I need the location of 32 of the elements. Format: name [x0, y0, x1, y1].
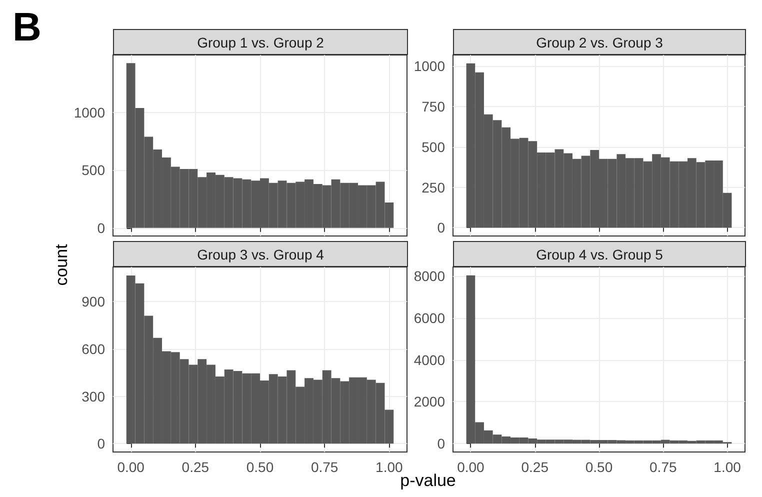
x-tick-label: 0.50 — [585, 459, 613, 475]
y-tick-label: 600 — [82, 340, 106, 357]
y-tick-label: 500 — [82, 162, 106, 178]
y-tick-label: 250 — [422, 179, 446, 196]
x-tick-label: 0.25 — [521, 459, 549, 475]
chart-title: Group 2 vs. Group 3 — [536, 34, 664, 50]
y-tick-label: 750 — [422, 98, 446, 114]
y-tick-label: 0 — [437, 220, 446, 236]
y-tick-label: 2000 — [414, 394, 446, 410]
x-tick-label: 0.50 — [246, 459, 274, 475]
y-tick-label: 0 — [97, 436, 106, 452]
y-tick-label: 500 — [422, 138, 446, 155]
x-tick-label: 0.75 — [310, 459, 338, 475]
y-tick-label: 1000 — [414, 58, 446, 74]
text: B — [12, 6, 42, 50]
x-tick-label: 0.75 — [650, 459, 677, 475]
y-axis-title: count — [52, 244, 72, 286]
y-tick-label: 8000 — [414, 268, 446, 284]
x-tick-label: 0.25 — [182, 459, 210, 475]
chart-title: Group 1 vs. Group 2 — [197, 34, 324, 50]
y-tick-label: 1000 — [74, 104, 106, 121]
y-tick-label: 6000 — [414, 310, 446, 326]
x-tick-label: 0.00 — [457, 459, 485, 475]
chart-title: Group 3 vs. Group 4 — [197, 246, 324, 262]
chart-title: Group 4 vs. Group 5 — [536, 246, 664, 262]
y-tick-label: 0 — [437, 436, 446, 452]
y-tick-label: 300 — [82, 388, 106, 404]
y-tick-label: 0 — [97, 220, 106, 236]
y-tick-label: 4000 — [414, 352, 446, 368]
x-tick-label: 0.00 — [117, 459, 145, 475]
y-tick-label: 900 — [82, 294, 106, 310]
x-tick-label: 1.00 — [714, 459, 742, 475]
